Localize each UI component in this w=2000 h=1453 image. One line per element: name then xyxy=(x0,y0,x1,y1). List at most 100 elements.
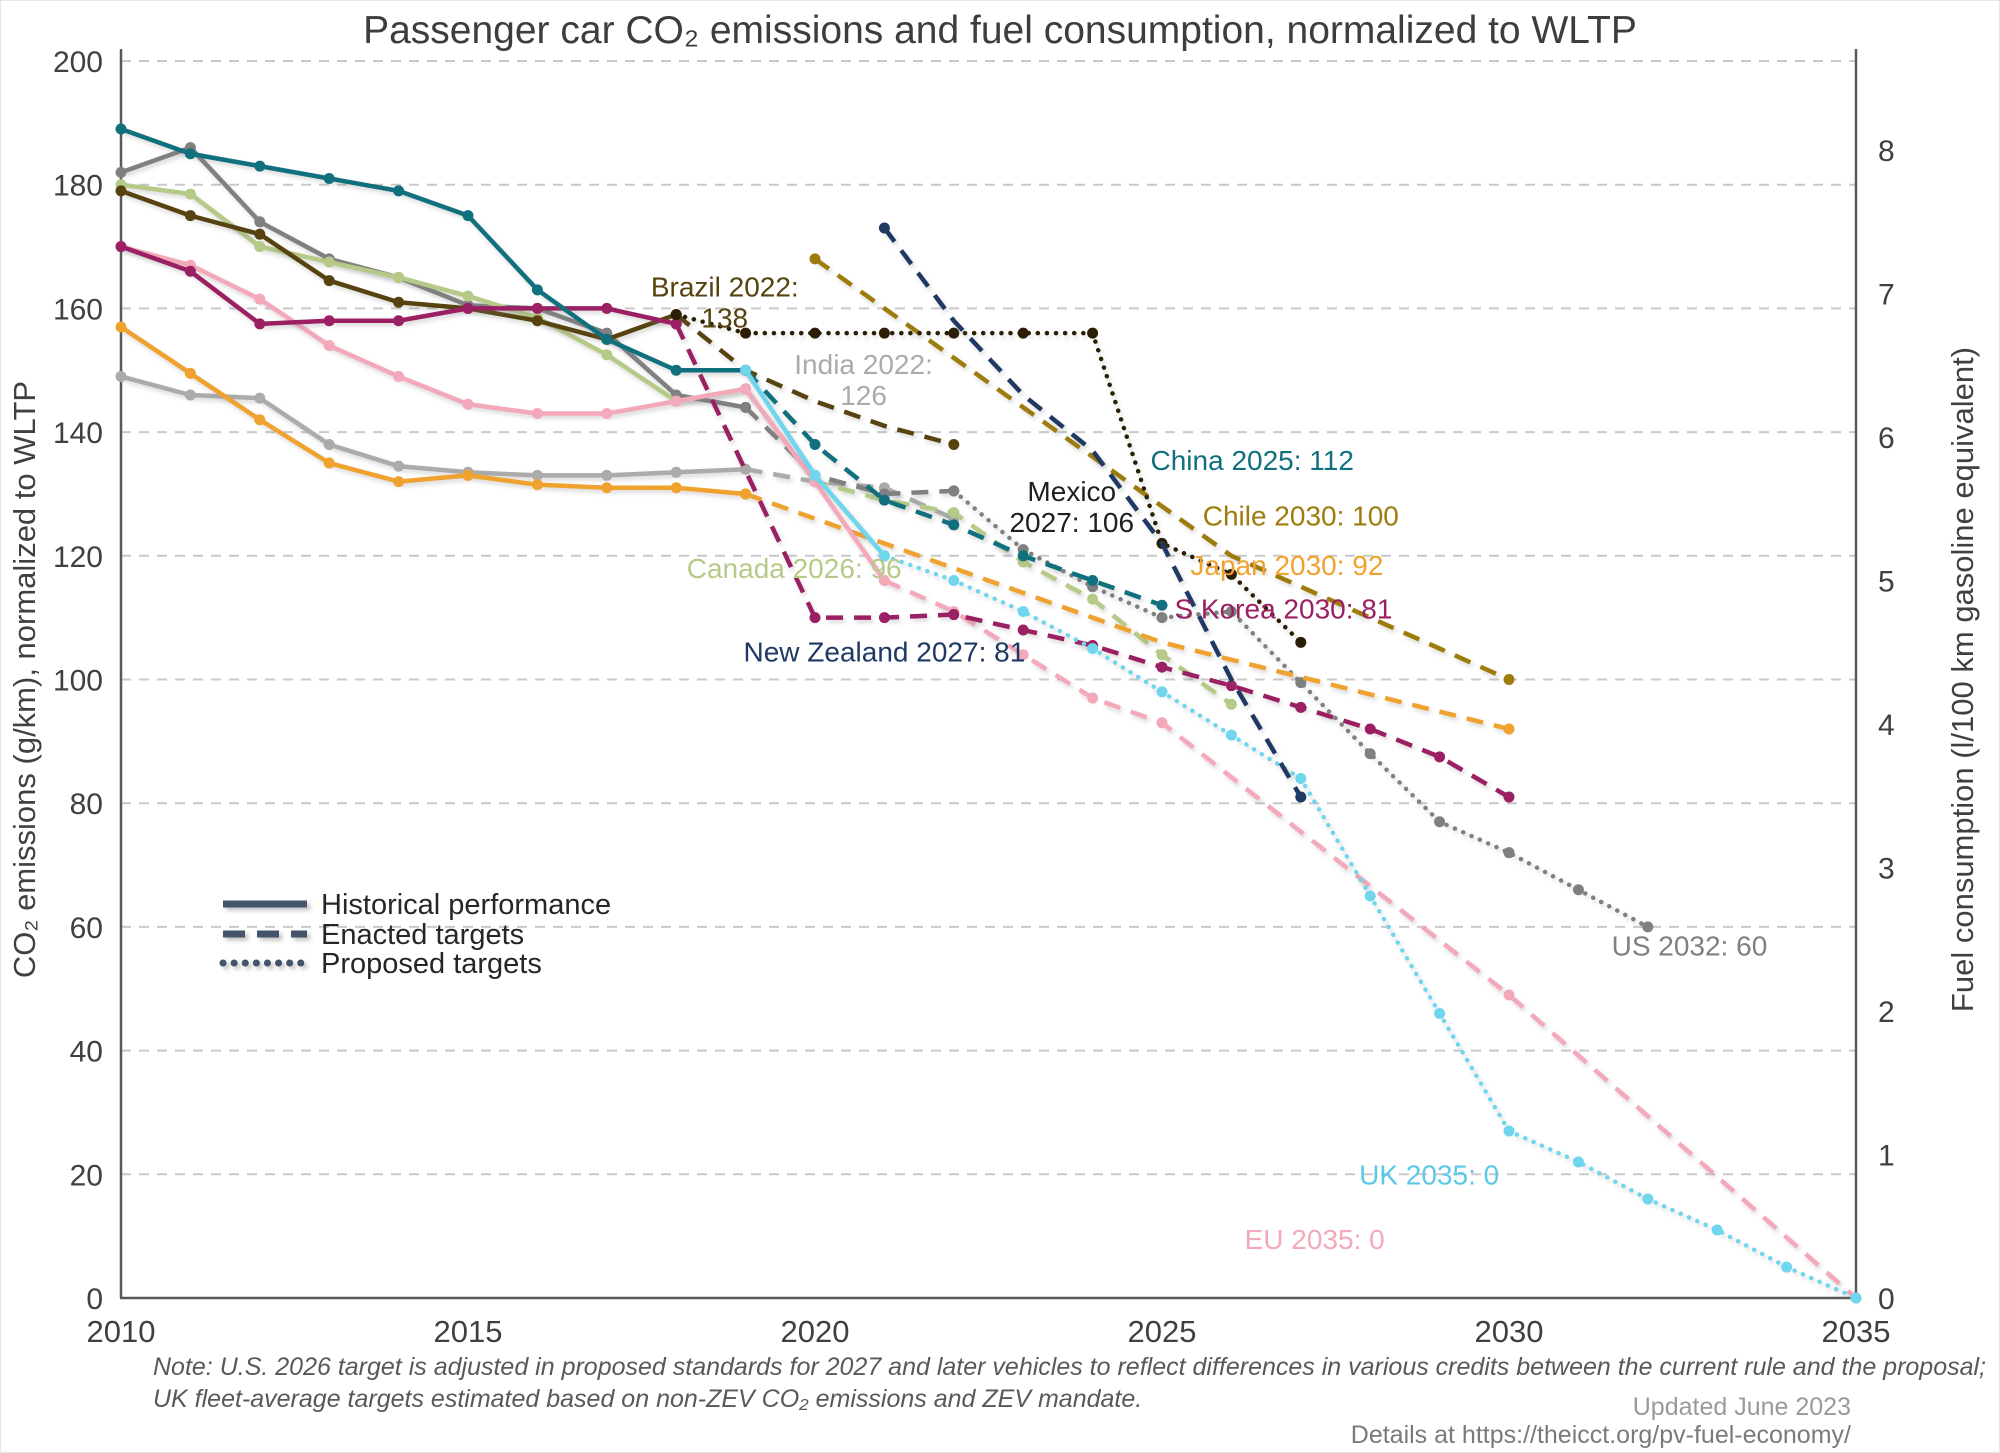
data-point xyxy=(323,256,335,268)
series-us xyxy=(115,142,1654,933)
x-axis-ticks: 2010 2015 2020 2025 2030 2035 xyxy=(87,1314,1891,1349)
svg-text:2: 2 xyxy=(1878,996,1895,1029)
data-point xyxy=(184,210,196,222)
series-india xyxy=(115,370,960,525)
data-point xyxy=(1503,791,1515,803)
data-point xyxy=(1087,692,1099,704)
updated-date: Updated June 2023 xyxy=(1632,1393,1851,1421)
series-eu xyxy=(115,241,1862,1304)
data-point xyxy=(254,160,266,172)
series-label-japan: Japan 2030: 92 xyxy=(1190,550,1383,581)
data-point xyxy=(1225,568,1237,580)
svg-text:Japan 2030: 92: Japan 2030: 92 xyxy=(1190,550,1383,581)
data-point xyxy=(1225,698,1237,710)
details-link[interactable]: Details at https://theicct.org/pv-fuel-e… xyxy=(1350,1421,1851,1449)
data-point xyxy=(1156,599,1168,611)
series-japan xyxy=(115,321,1515,735)
data-point xyxy=(670,364,682,376)
data-point xyxy=(462,398,474,410)
data-point xyxy=(254,414,266,426)
data-point xyxy=(809,253,821,265)
series-mexico xyxy=(670,309,1307,648)
data-point xyxy=(1781,1261,1793,1273)
axis-spines xyxy=(119,49,1858,1300)
svg-text:140: 140 xyxy=(53,417,103,450)
svg-text:Chile 2030: 100: Chile 2030: 100 xyxy=(1203,501,1399,532)
data-point xyxy=(254,216,266,228)
data-point xyxy=(254,392,266,404)
data-point xyxy=(601,408,613,420)
data-point xyxy=(323,340,335,352)
svg-text:2035: 2035 xyxy=(1822,1314,1891,1349)
data-point xyxy=(948,507,960,519)
data-point xyxy=(1087,327,1099,339)
y-axis-left-ticks: 0 20 40 60 80 100 120 140 160 180 200 xyxy=(53,46,103,1316)
svg-text:Mexico: Mexico xyxy=(1027,476,1116,507)
data-point xyxy=(462,290,474,302)
svg-text:2030: 2030 xyxy=(1475,1314,1544,1349)
data-point xyxy=(254,228,266,240)
y-axis-right-label: Fuel consumption (l/100 km gasoline equi… xyxy=(1945,347,1980,1012)
data-point xyxy=(1572,884,1584,896)
data-point xyxy=(254,293,266,305)
gridlines xyxy=(121,60,1856,1176)
data-point xyxy=(948,438,960,450)
data-point xyxy=(601,333,613,345)
data-point xyxy=(1156,717,1168,729)
data-point xyxy=(740,463,752,475)
data-point xyxy=(1087,643,1099,655)
data-point xyxy=(1156,649,1168,661)
data-point xyxy=(393,460,405,472)
footnote-line-2: UK fleet-average targets estimated based… xyxy=(153,1385,1143,1413)
series-label-nz: New Zealand 2027: 81 xyxy=(744,637,1026,668)
data-point xyxy=(115,123,127,135)
data-point xyxy=(1017,605,1029,617)
data-point xyxy=(1572,1156,1584,1168)
data-point xyxy=(1711,1224,1723,1236)
svg-text:5: 5 xyxy=(1878,566,1895,599)
series-label-brazil: Brazil 2022:138 xyxy=(651,272,799,334)
svg-text:100: 100 xyxy=(53,665,103,698)
data-point xyxy=(878,327,890,339)
data-point xyxy=(740,364,752,376)
svg-text:8: 8 xyxy=(1878,135,1895,168)
data-point xyxy=(531,284,543,296)
data-point xyxy=(1364,748,1376,760)
svg-text:126: 126 xyxy=(840,380,887,411)
svg-text:60: 60 xyxy=(70,912,103,945)
svg-text:US 2032: 60: US 2032: 60 xyxy=(1612,930,1768,961)
data-point xyxy=(878,494,890,506)
data-point xyxy=(1225,680,1237,692)
series-label-us: US 2032: 60 xyxy=(1612,930,1768,961)
svg-text:1: 1 xyxy=(1878,1140,1895,1173)
svg-text:2027: 106: 2027: 106 xyxy=(1009,507,1134,538)
data-point xyxy=(462,302,474,314)
svg-text:2010: 2010 xyxy=(87,1314,156,1349)
data-point xyxy=(809,469,821,481)
data-point xyxy=(184,148,196,160)
svg-text:UK 2035: 0: UK 2035: 0 xyxy=(1359,1159,1499,1190)
svg-text:Canada 2026: 96: Canada 2026: 96 xyxy=(687,553,902,584)
svg-text:2025: 2025 xyxy=(1128,1314,1197,1349)
data-point xyxy=(740,488,752,500)
y-axis-right-ticks: 0 1 2 3 4 5 6 7 8 xyxy=(1878,135,1895,1316)
data-point xyxy=(1503,674,1515,685)
data-point xyxy=(1087,593,1099,605)
svg-text:160: 160 xyxy=(53,293,103,326)
data-point xyxy=(323,438,335,450)
footnote-line-1: Note: U.S. 2026 target is adjusted in pr… xyxy=(153,1353,1987,1381)
svg-text:4: 4 xyxy=(1878,709,1895,742)
data-point xyxy=(1295,772,1307,784)
data-point xyxy=(531,302,543,314)
data-point xyxy=(670,318,682,330)
data-point xyxy=(948,519,960,531)
footnote: Note: U.S. 2026 target is adjusted in pr… xyxy=(153,1351,1986,1415)
data-point xyxy=(531,479,543,491)
data-point xyxy=(1503,1125,1515,1137)
series-label-canada: Canada 2026: 96 xyxy=(687,553,902,584)
data-point xyxy=(254,241,266,253)
data-point xyxy=(184,389,196,401)
svg-text:2015: 2015 xyxy=(434,1314,503,1349)
data-point xyxy=(1295,636,1307,648)
